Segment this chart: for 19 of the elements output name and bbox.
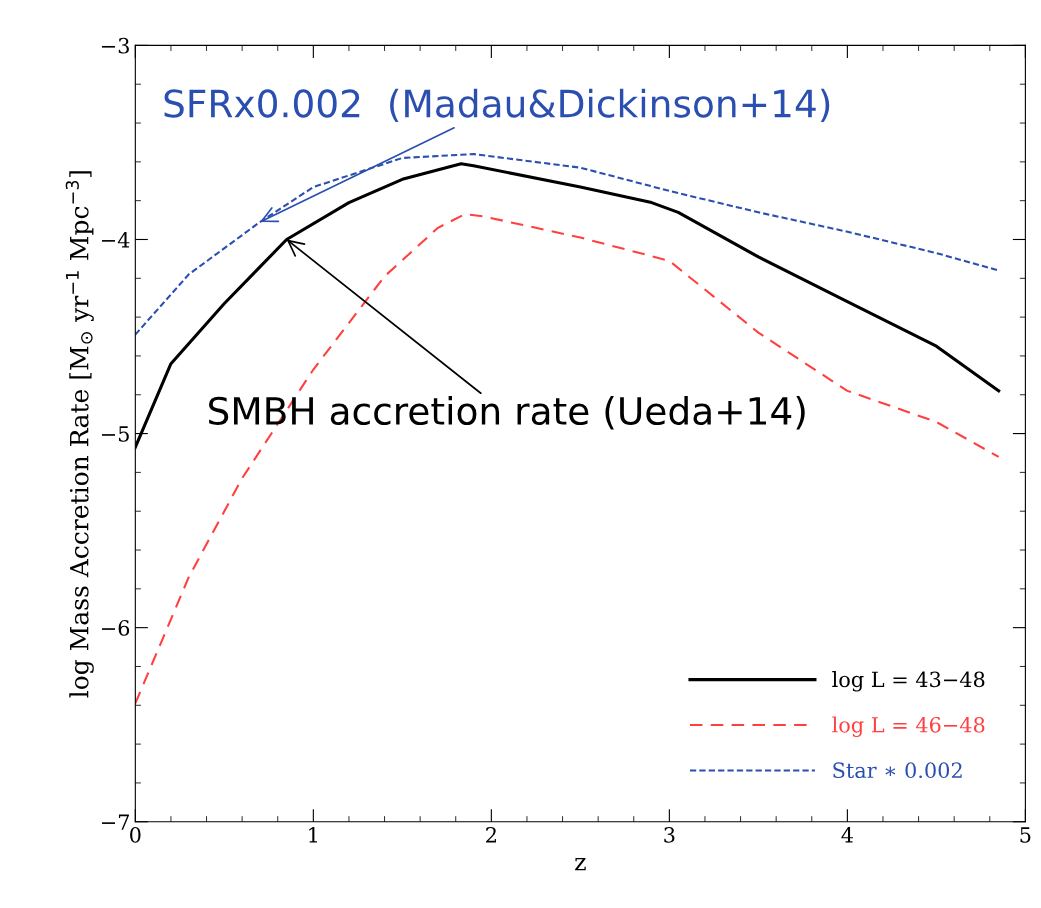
y-tick-label: −7	[101, 814, 129, 830]
text: log L = 43−48	[832, 671, 985, 692]
x-tick-label: 2	[486, 826, 496, 843]
y-tick-label: −3	[101, 37, 129, 54]
x-tick-label: 5	[1020, 827, 1031, 843]
annotation: SMBH accretion rate (Ueda+14)	[209, 396, 805, 430]
line-series	[135, 213, 1000, 705]
x-tick-label: 0	[130, 826, 141, 843]
y-axis-title: log Mass Accretion Rate [M$_{⊙}$ yr$^{−1}$ Mpc$^{−3}$]	[65, 171, 94, 698]
y-tick-label: −5	[101, 426, 129, 442]
y-tick-label: −4	[101, 231, 130, 248]
annotation: SFRx0.002 (Madau&Dickinson+14)	[164, 88, 830, 123]
y-tick-label: −6	[101, 620, 130, 636]
x-tick-label: 4	[841, 826, 853, 843]
x-axis-title: z	[575, 858, 586, 871]
x-tick-label: 1	[309, 826, 318, 843]
text: log L = 46−48	[832, 716, 985, 737]
x-tick-label: 3	[664, 826, 675, 843]
text: Star ∗ 0.002	[833, 762, 962, 779]
